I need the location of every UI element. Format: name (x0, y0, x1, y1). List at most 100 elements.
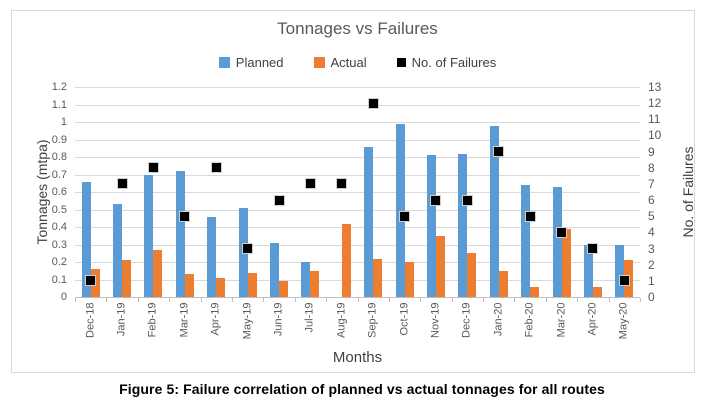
x-axis-tick (169, 298, 171, 302)
y-axis-tick-label-left: 0.6 (51, 186, 67, 198)
x-axis-tick (294, 298, 296, 302)
legend-item-failures: No. of Failures (396, 55, 497, 70)
planned-bar (521, 185, 531, 297)
legend-item-planned: Planned (218, 55, 284, 70)
planned-bar (270, 242, 280, 297)
y-gridline (75, 157, 640, 158)
y-gridline (75, 262, 640, 263)
y-gridline (75, 279, 640, 281)
x-axis-tick (231, 298, 233, 302)
planned-bar (113, 204, 123, 297)
y-axis-tick-label-right: 13 (648, 80, 662, 94)
y-axis-tick-label-right: 3 (648, 241, 655, 256)
y-axis-tick-label-left: 0.5 (51, 203, 67, 216)
x-axis-tick (545, 298, 547, 302)
planned-bar (81, 181, 91, 297)
y-axis-tick-label-right: 10 (648, 128, 662, 143)
y-axis-tick-label-right: 5 (648, 209, 655, 224)
actual-bar (530, 286, 540, 297)
actual-bar (592, 286, 602, 297)
y-axis-tick-label-left: 1 (60, 116, 67, 128)
y-gridline (75, 227, 640, 228)
y-gridline (75, 87, 640, 88)
y-axis-tick-label-left: 0.9 (51, 133, 67, 146)
y-axis-tick-label-left: 0.7 (51, 168, 67, 181)
failure-marker (116, 178, 128, 190)
planned-bar (458, 153, 468, 297)
y-axis-tick-label-right: 9 (648, 144, 655, 159)
actual-swatch-icon (313, 57, 325, 68)
failures-swatch-icon (396, 58, 406, 67)
y-axis-tick-label-right: 1 (648, 273, 655, 288)
x-axis-line (75, 297, 640, 298)
y-axis-tick-label-right: 2 (648, 257, 655, 272)
x-axis-tick (483, 298, 485, 302)
y-axis-tick-label-left: 0 (60, 291, 67, 303)
x-axis-tick (75, 298, 76, 302)
failure-marker (273, 194, 285, 206)
x-axis-tick (263, 298, 265, 302)
failure-marker (210, 162, 222, 174)
y-gridline (75, 104, 640, 106)
actual-bar (279, 281, 289, 297)
failure-marker (493, 146, 505, 158)
planned-bar (583, 244, 593, 297)
y-axis-tick-label-left: 0.8 (51, 151, 67, 163)
planned-bar (175, 171, 185, 297)
planned-bar (552, 186, 562, 297)
failure-marker (430, 194, 442, 206)
x-axis-tick (137, 298, 139, 302)
actual-bar (498, 270, 508, 297)
actual-bar (153, 249, 163, 297)
planned-bar (364, 146, 374, 297)
actual-bar (404, 262, 414, 297)
x-axis-tick (608, 298, 610, 302)
planned-bar (395, 123, 405, 297)
failure-marker (336, 178, 348, 190)
y-axis-tick-label-right: 11 (648, 112, 661, 127)
x-axis-tick (106, 298, 108, 302)
x-axis-tick (357, 298, 359, 302)
y-gridline (75, 209, 640, 211)
failure-marker (461, 194, 473, 206)
y-gridline (75, 174, 640, 176)
y-axis-tick-label-right: 0 (648, 290, 655, 304)
actual-bar (467, 253, 477, 297)
actual-bar (373, 258, 383, 297)
actual-bar (435, 235, 445, 297)
legend-label-planned: Planned (235, 55, 284, 70)
failure-marker (556, 226, 568, 238)
actual-bar (341, 223, 351, 297)
y-axis-title-left: Tonnages (mtpa) (34, 139, 50, 245)
y-axis-tick-label-right: 6 (648, 193, 655, 208)
planned-bar (301, 262, 311, 297)
y-axis-tick-label-right: 8 (648, 160, 655, 175)
y-gridline (75, 122, 640, 123)
planned-bar (489, 125, 499, 297)
legend-label-failures: No. of Failures (411, 55, 497, 70)
y-axis-tick-label-left: 1.2 (51, 81, 67, 93)
failure-marker (399, 210, 411, 222)
y-axis-tick-label-left: 1.1 (51, 98, 67, 111)
actual-bar (310, 270, 320, 297)
planned-bar (207, 216, 217, 297)
failure-marker (587, 243, 599, 255)
actual-bar (216, 277, 226, 297)
actual-bar (122, 260, 132, 297)
x-axis-title: Months (332, 349, 383, 366)
planned-swatch-icon (218, 57, 230, 68)
actual-bar (561, 228, 571, 297)
chart: Tonnages vs Failures Planned Actual No. … (11, 10, 696, 373)
y-axis-tick-label-right: 7 (648, 176, 655, 191)
y-axis-tick-label-left: 0.2 (51, 256, 67, 268)
y-axis-title-right: No. of Failures (680, 146, 696, 238)
failure-marker (524, 210, 536, 222)
planned-bar (144, 174, 154, 297)
legend-label-actual: Actual (330, 55, 367, 70)
legend-item-actual: Actual (313, 55, 367, 70)
failure-marker (367, 97, 379, 109)
x-axis-tick (326, 298, 328, 302)
failure-marker (242, 243, 254, 255)
y-gridline (75, 192, 640, 193)
y-axis-tick-label-left: 0.1 (51, 273, 67, 286)
